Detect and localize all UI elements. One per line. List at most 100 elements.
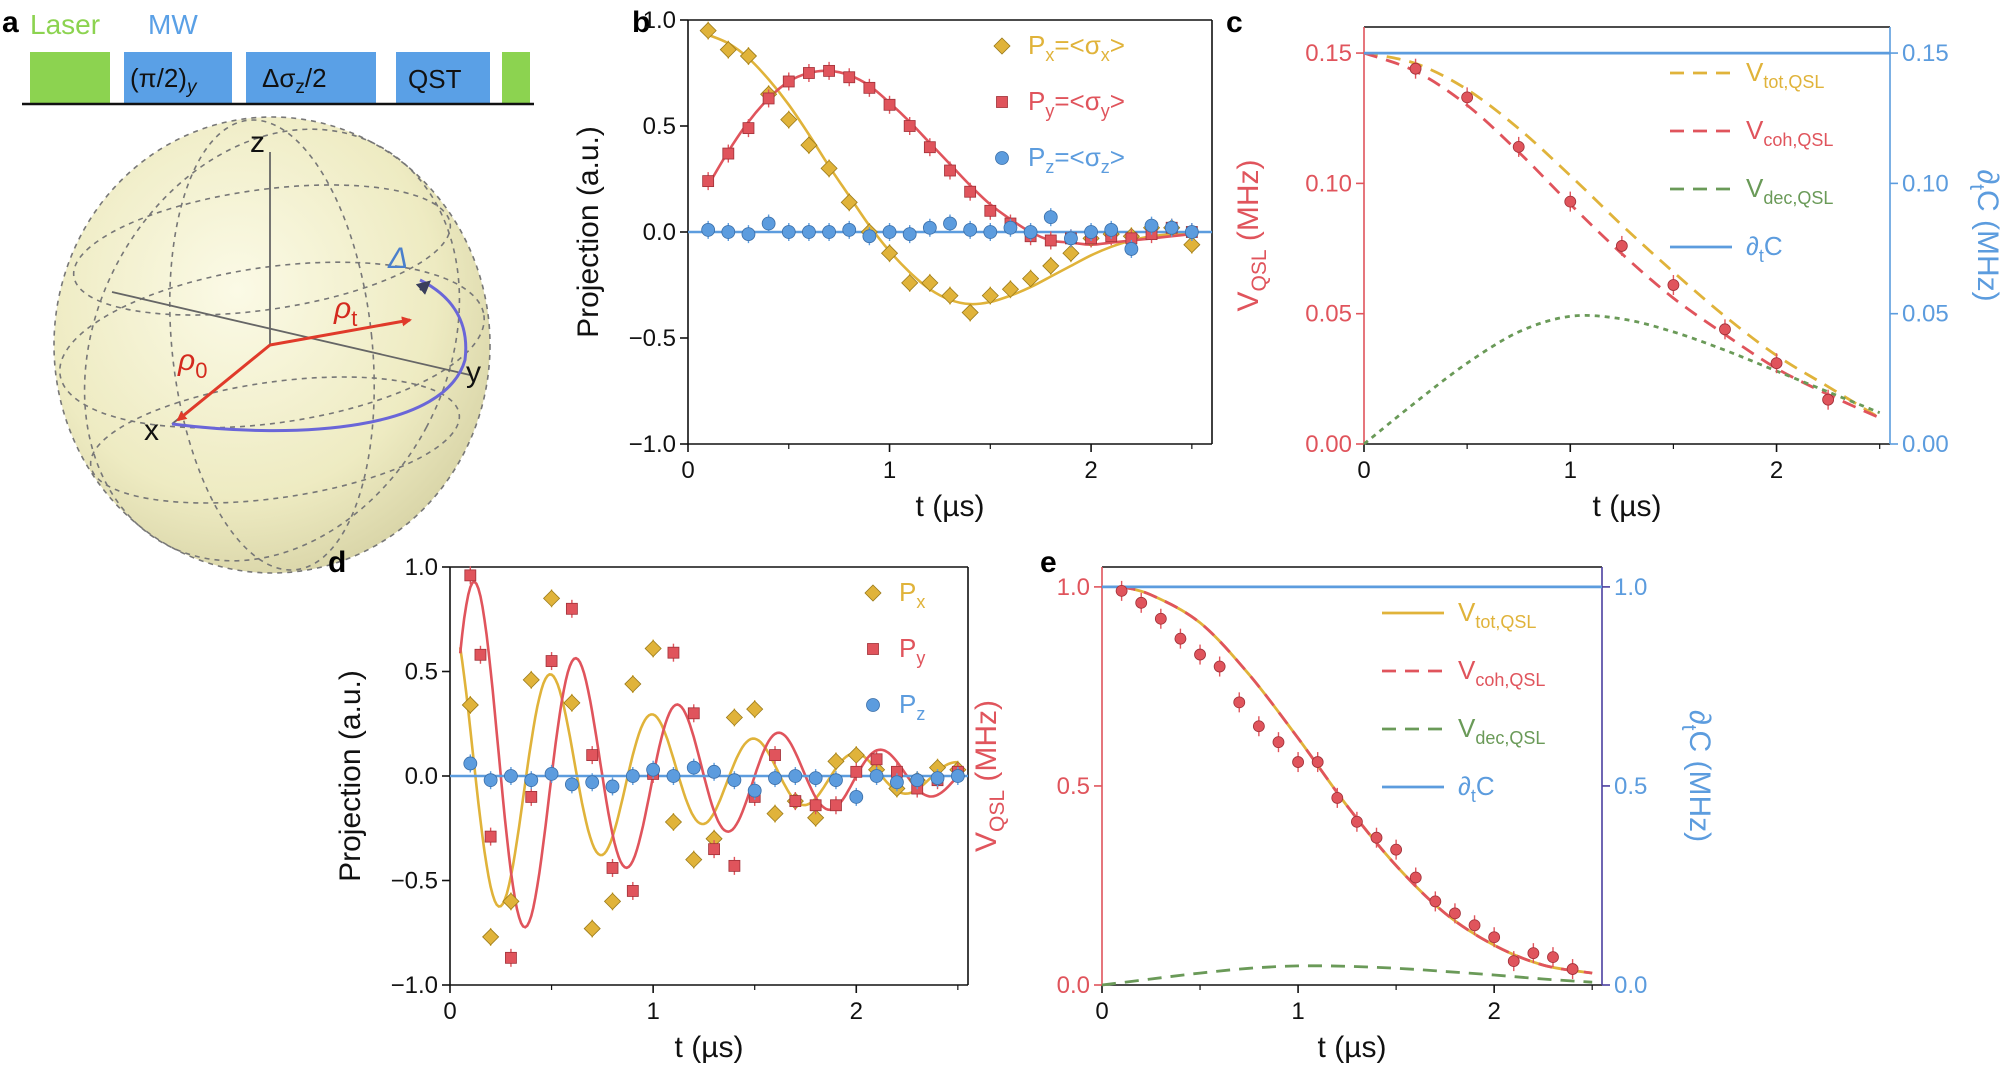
data-point — [766, 805, 784, 823]
x-axis-label: x — [144, 414, 159, 447]
x-tick-label: 1 — [883, 457, 896, 484]
data-point — [788, 769, 803, 783]
y2-tick-label: 0.5 — [1614, 773, 1647, 800]
x-axis-title: t (µs) — [675, 1031, 744, 1064]
data-point — [883, 98, 896, 111]
legend-sub: x — [916, 592, 925, 612]
data-point — [1547, 951, 1559, 964]
legend-marker-Pz — [995, 151, 1009, 165]
data-point — [708, 843, 720, 856]
ylabel-main: V — [1232, 292, 1265, 312]
data-point — [1507, 955, 1520, 968]
y-tick-label: 0.5 — [643, 113, 676, 140]
data-point — [822, 225, 836, 239]
latitude-2 — [89, 376, 461, 504]
equator — [59, 261, 485, 429]
data-point — [701, 222, 716, 237]
legend-sub: coh,QSL — [1475, 670, 1545, 690]
data-point — [1194, 648, 1206, 661]
legend-main: P — [899, 577, 916, 607]
legend-main: V — [1746, 57, 1764, 87]
data-point — [840, 193, 858, 211]
data-point — [667, 646, 680, 659]
data-point — [902, 227, 917, 242]
legend-rest: =<σ — [1054, 142, 1100, 172]
data-point — [1124, 242, 1139, 256]
data-point — [563, 694, 581, 712]
legend-label-tot: Vtot,QSL — [1458, 597, 1536, 632]
data-point — [820, 159, 838, 177]
data-point — [644, 639, 662, 658]
data-point — [1043, 210, 1058, 225]
x-tick-label: 2 — [850, 998, 863, 1025]
legend-marker-Px — [993, 37, 1011, 55]
chart-c: c 0 1 2 0.00 0.05 0.10 0.15 0.00 0.05 0.10 0.15 t (µ… — [1226, 6, 2000, 523]
ylabel-sub: QSL — [1248, 249, 1271, 291]
data-point — [525, 791, 538, 803]
data-point — [983, 225, 998, 239]
data-point — [1667, 279, 1680, 291]
ylabel-unit: (MHz) — [970, 700, 1003, 790]
data-point — [1292, 756, 1304, 768]
data-point — [1449, 907, 1461, 920]
data-point — [1488, 931, 1501, 944]
data-point — [981, 287, 999, 305]
x-axis-title: t (µs) — [916, 490, 985, 523]
data-point — [762, 92, 775, 105]
y2label-unit: C (MHz) — [1683, 731, 1716, 843]
laser-label: Laser — [30, 9, 100, 40]
data-point — [1351, 815, 1363, 828]
rho0-label: ρ0 — [177, 344, 207, 383]
y-tick-label: −0.5 — [391, 868, 438, 895]
x-tick-label: 1 — [1564, 457, 1577, 484]
data-point — [1429, 895, 1442, 908]
data-point — [1409, 62, 1422, 75]
legend-main: V — [1746, 115, 1764, 145]
x-tick-label: 2 — [1084, 457, 1097, 484]
latitude-1 — [72, 184, 452, 316]
rho0-vector — [176, 343, 271, 422]
data-point — [880, 244, 899, 262]
legend-main: ∂ — [1458, 771, 1471, 801]
trajectory-path — [171, 278, 468, 433]
data-point — [1001, 280, 1020, 298]
legend-label-Pz: Pz — [899, 689, 925, 724]
line-V_coh — [1363, 51, 1881, 420]
x-tick-label: 0 — [681, 457, 694, 484]
legend-sub: z — [916, 704, 925, 724]
series-measured — [1115, 580, 1579, 980]
data-point — [963, 222, 978, 237]
legend-label-coh: Vcoh,QSL — [1746, 115, 1833, 150]
data-point — [768, 771, 782, 785]
legend-end: > — [1110, 142, 1125, 172]
data-point — [847, 746, 865, 764]
x-tick-label: 0 — [1357, 457, 1370, 484]
data-point — [666, 769, 681, 783]
pulse-delta-sigma — [246, 52, 376, 104]
legend-label-dtc: ∂tC — [1458, 771, 1495, 806]
legend-main: P — [899, 633, 916, 663]
legend-rest: =<σ — [1054, 86, 1100, 116]
data-point — [1154, 612, 1167, 625]
pulse-qst — [396, 52, 490, 104]
y2label-sub: t — [1677, 725, 1700, 731]
legend-sub: coh,QSL — [1763, 130, 1833, 150]
y-axis-title: VQSL (MHz) — [970, 700, 1009, 852]
data-point — [1062, 244, 1080, 262]
series-measured — [1409, 58, 1835, 410]
legend-main: V — [1458, 713, 1476, 743]
mw-label: MW — [148, 9, 198, 40]
data-point — [1719, 323, 1731, 336]
data-point — [624, 675, 642, 693]
line-V_dec — [1101, 964, 1593, 987]
data-point — [1164, 220, 1179, 235]
data-point — [923, 141, 936, 154]
data-point — [1512, 140, 1525, 153]
data-point — [686, 760, 701, 775]
ylabel-main: V — [970, 832, 1003, 852]
data-point — [849, 790, 864, 804]
legend-main: P — [1028, 30, 1045, 60]
data-point — [830, 799, 842, 812]
data-point — [842, 222, 857, 237]
data-point — [505, 951, 517, 964]
